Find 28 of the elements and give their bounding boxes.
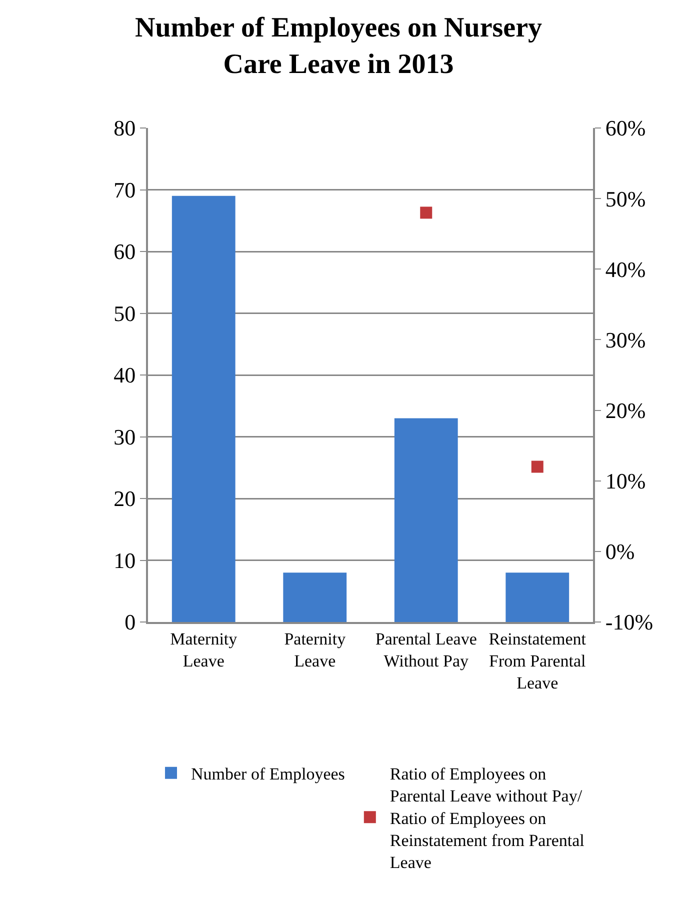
bar — [283, 572, 347, 622]
bar — [506, 572, 570, 622]
x-tick-label: Paternity Leave — [284, 629, 346, 670]
y-tick-label: 10 — [114, 548, 136, 573]
chart-title: Number of Employees on Nursery Care Leave in 2013 — [134, 12, 542, 80]
y2-tick-label: 40% — [605, 256, 646, 282]
y-tick-label: 80 — [114, 116, 136, 141]
bar — [172, 196, 236, 622]
y2-tick-label: 60% — [605, 116, 646, 141]
y-tick-label: 40 — [114, 362, 136, 388]
y-tick-label: 0 — [124, 610, 136, 635]
y-tick-label: 30 — [114, 424, 136, 450]
y2-tick-label: 0% — [605, 539, 635, 564]
y-tick-label: 20 — [114, 486, 136, 512]
y2-tick-label: 50% — [605, 186, 646, 212]
x-tick-label: Maternity Leave — [170, 629, 238, 670]
y2-tick-label: 10% — [605, 468, 646, 494]
legend-label: Ratio of Employees on Parental Leave without Pay/ Ratio of Employees on Reinstatement from Parental Leave — [390, 764, 585, 872]
legend-label: Number of Employees — [191, 764, 345, 784]
bar — [394, 418, 458, 622]
x-tick-label: Parental Leave Without Pay — [375, 629, 477, 670]
y2-tick-label: 20% — [605, 398, 646, 423]
x-tick-label: Reinstatement From Parental Leave — [488, 629, 586, 693]
y-tick-label: 60 — [114, 239, 136, 264]
y-tick-label: 50 — [114, 300, 136, 326]
y2-tick-label: 30% — [605, 327, 646, 352]
y2-tick-label: -10% — [605, 610, 654, 635]
y-tick-label: 70 — [114, 177, 136, 202]
